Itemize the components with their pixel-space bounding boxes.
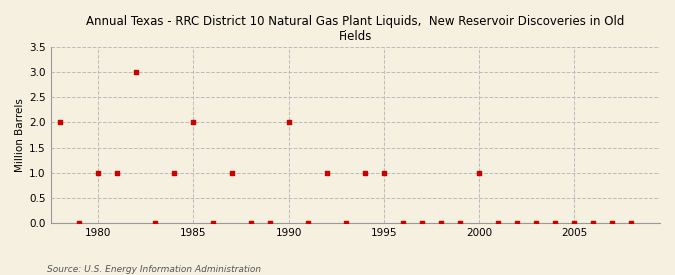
Point xyxy=(150,221,161,225)
Point xyxy=(226,170,237,175)
Y-axis label: Million Barrels: Million Barrels xyxy=(15,98,25,172)
Point xyxy=(531,221,541,225)
Point xyxy=(474,170,485,175)
Point xyxy=(55,120,65,125)
Point xyxy=(340,221,351,225)
Point xyxy=(112,170,123,175)
Point xyxy=(169,170,180,175)
Point xyxy=(188,120,199,125)
Point xyxy=(435,221,446,225)
Point xyxy=(131,70,142,74)
Point xyxy=(207,221,218,225)
Point xyxy=(93,170,104,175)
Point xyxy=(245,221,256,225)
Point xyxy=(416,221,427,225)
Point xyxy=(455,221,466,225)
Point xyxy=(284,120,294,125)
Point xyxy=(302,221,313,225)
Point xyxy=(607,221,618,225)
Point xyxy=(74,221,84,225)
Text: Source: U.S. Energy Information Administration: Source: U.S. Energy Information Administ… xyxy=(47,265,261,274)
Point xyxy=(493,221,504,225)
Point xyxy=(550,221,561,225)
Point xyxy=(321,170,332,175)
Point xyxy=(398,221,408,225)
Point xyxy=(264,221,275,225)
Point xyxy=(379,170,389,175)
Point xyxy=(360,170,371,175)
Point xyxy=(588,221,599,225)
Point xyxy=(569,221,580,225)
Point xyxy=(626,221,637,225)
Title: Annual Texas - RRC District 10 Natural Gas Plant Liquids,  New Reservoir Discove: Annual Texas - RRC District 10 Natural G… xyxy=(86,15,624,43)
Point xyxy=(512,221,522,225)
